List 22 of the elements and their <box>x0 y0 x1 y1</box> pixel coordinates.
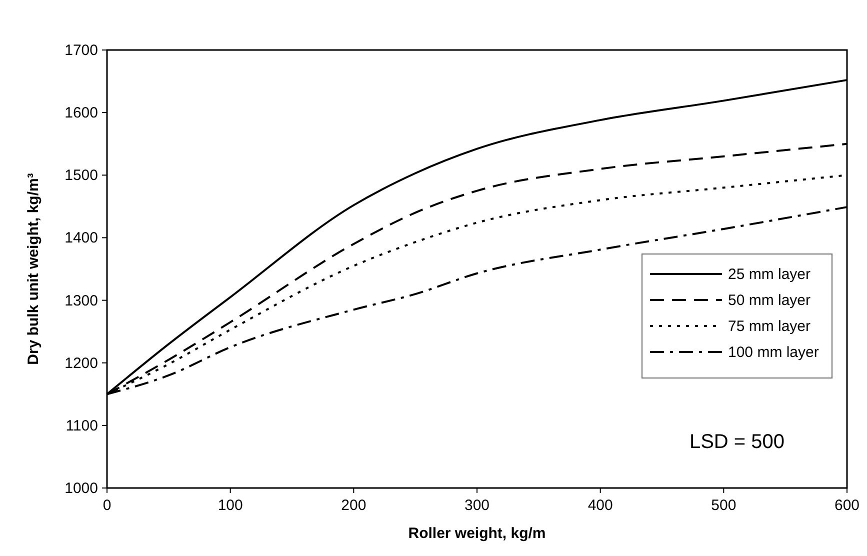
annotation: LSD = 500 <box>689 431 785 453</box>
y-tick-label: 1100 <box>66 417 98 434</box>
x-tick-label: 400 <box>588 497 613 514</box>
y-tick-label: 1300 <box>64 292 98 310</box>
x-tick-label: 100 <box>218 497 243 514</box>
x-tick-label: 500 <box>711 497 736 514</box>
legend-label: 25 mm layer <box>728 266 811 283</box>
legend-label: 50 mm layer <box>728 292 811 309</box>
y-axis-title: Dry bulk unit weight, kg/m³ <box>25 173 42 365</box>
y-tick-label: 1600 <box>64 104 98 122</box>
y-tick-label: 1200 <box>64 354 98 372</box>
y-tick-label: 1400 <box>64 230 98 247</box>
y-tick-label: 1000 <box>64 480 98 497</box>
x-axis-title: Roller weight, kg/m <box>408 525 546 542</box>
legend-label: 100 mm layer <box>728 344 819 361</box>
y-tick-label: 1500 <box>64 167 98 184</box>
x-tick-label: 600 <box>834 497 860 514</box>
x-tick-label: 200 <box>341 497 366 514</box>
y-tick-label: 1700 <box>64 42 98 59</box>
x-tick-label: 0 <box>102 497 112 514</box>
x-tick-label: 300 <box>464 497 490 514</box>
legend-label: 75 mm layer <box>728 318 811 335</box>
